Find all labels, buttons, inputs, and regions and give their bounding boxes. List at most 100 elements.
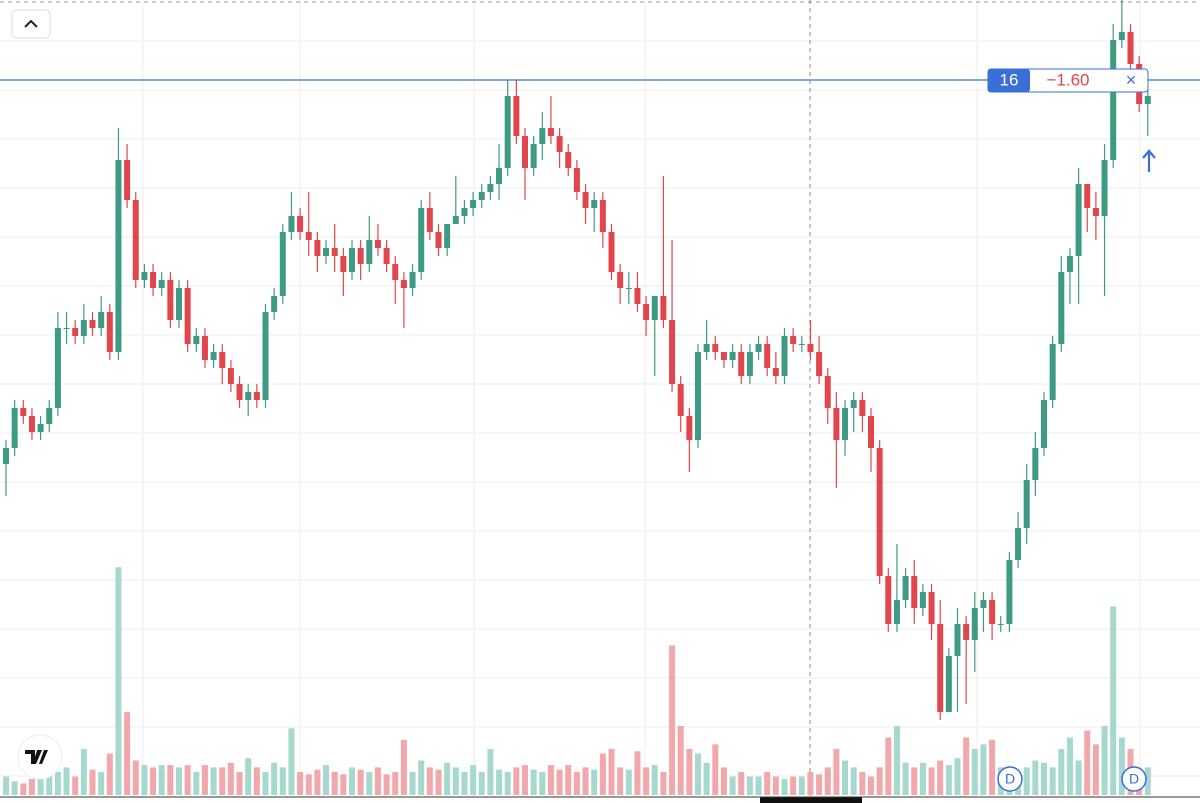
candle-body	[556, 136, 563, 152]
candle-body	[807, 344, 814, 352]
candle-body	[530, 144, 537, 168]
volume-bar	[184, 765, 191, 795]
volume-bar	[954, 758, 961, 795]
candle-body	[963, 624, 970, 640]
volume-bar	[651, 765, 658, 795]
volume-bar	[1118, 737, 1125, 795]
volume-bar	[46, 772, 53, 795]
candle-body	[764, 344, 771, 368]
candle-body	[487, 184, 494, 192]
volume-bar	[271, 762, 278, 795]
candle-body	[150, 272, 157, 288]
volume-bar	[677, 726, 684, 795]
volume-bar	[392, 772, 399, 795]
volume-bar	[176, 767, 182, 795]
marker-circle[interactable]	[997, 766, 1023, 792]
candle-body	[461, 208, 468, 216]
volume-bar	[54, 772, 61, 795]
candle-body	[954, 624, 961, 656]
candle-body	[746, 352, 753, 376]
candle-body	[46, 408, 53, 424]
candle-body	[80, 320, 87, 336]
volume-bar	[980, 744, 987, 795]
volume-bar	[98, 772, 105, 795]
volume-bar	[833, 749, 840, 795]
candle-body	[444, 224, 451, 248]
volume-bar	[245, 758, 252, 795]
volume-bar	[37, 767, 44, 795]
candle-body	[176, 288, 182, 320]
volume-bar	[556, 769, 563, 795]
candle-body	[184, 288, 191, 344]
candle-body	[1092, 208, 1099, 216]
candle-body	[859, 400, 866, 416]
candle-body	[504, 96, 511, 168]
tv-logo[interactable]	[17, 734, 63, 780]
volume-bar	[20, 783, 27, 795]
volume-bar	[1075, 760, 1082, 795]
volume-bar	[876, 767, 883, 795]
candle-body	[651, 296, 658, 320]
candle-body	[63, 328, 70, 329]
volume-bar	[1110, 606, 1117, 795]
candle-body	[245, 392, 252, 400]
candle-body	[565, 152, 572, 168]
candle-body	[980, 600, 987, 608]
volume-bar	[496, 769, 503, 795]
volume-bar	[807, 772, 814, 795]
candle-body	[106, 312, 113, 352]
volume-bar	[383, 774, 390, 795]
candle-body	[1127, 32, 1134, 64]
volume-bar	[1049, 767, 1056, 795]
volume-pane	[3, 567, 1151, 795]
scroll-thumb[interactable]	[760, 797, 862, 803]
volume-bar	[617, 767, 624, 795]
volume-bar	[349, 767, 355, 795]
candle-body	[3, 448, 9, 464]
candle-body	[945, 656, 952, 712]
candle-body	[314, 240, 321, 256]
candle-body	[279, 232, 286, 296]
volume-bar	[971, 749, 978, 795]
collapse-button[interactable]	[11, 9, 51, 39]
volume-bar	[530, 769, 537, 795]
volume-bar	[210, 767, 217, 795]
candle-body	[842, 408, 849, 440]
candle-body	[89, 320, 96, 328]
candle-body	[1023, 480, 1030, 528]
candle-body	[781, 336, 788, 376]
candle-body	[253, 392, 260, 400]
candle-body	[1110, 40, 1117, 160]
volume-bar	[288, 728, 295, 795]
volume-bar	[400, 739, 407, 795]
badge-close[interactable]: ×	[1126, 70, 1137, 90]
volume-bar	[919, 762, 926, 795]
candle-body	[470, 200, 477, 208]
volume-bar	[842, 760, 849, 795]
candle-body	[798, 344, 805, 345]
candle-body	[833, 408, 840, 440]
candle-body	[582, 192, 589, 208]
arrow-up	[1142, 149, 1156, 172]
volume-bar	[695, 753, 701, 795]
volume-bar	[989, 739, 996, 795]
volume-bar	[522, 765, 528, 795]
volume-bar	[1058, 749, 1065, 795]
candle-body	[11, 408, 18, 448]
candle-body	[738, 352, 745, 376]
volume-bar	[859, 772, 866, 795]
volume-bar	[703, 762, 710, 795]
volume-bar	[158, 765, 165, 795]
candle-body	[868, 416, 874, 448]
volume-bar	[297, 772, 304, 795]
candle-body	[643, 304, 650, 320]
volume-bar	[539, 772, 546, 795]
candle-body	[452, 216, 459, 224]
candle-body	[323, 248, 330, 256]
volume-bar	[3, 776, 9, 795]
candle-body	[790, 336, 797, 344]
volume-bar	[686, 749, 693, 795]
marker-circle[interactable]	[1121, 766, 1147, 792]
candle-body	[997, 624, 1004, 625]
candle-body	[349, 248, 355, 272]
